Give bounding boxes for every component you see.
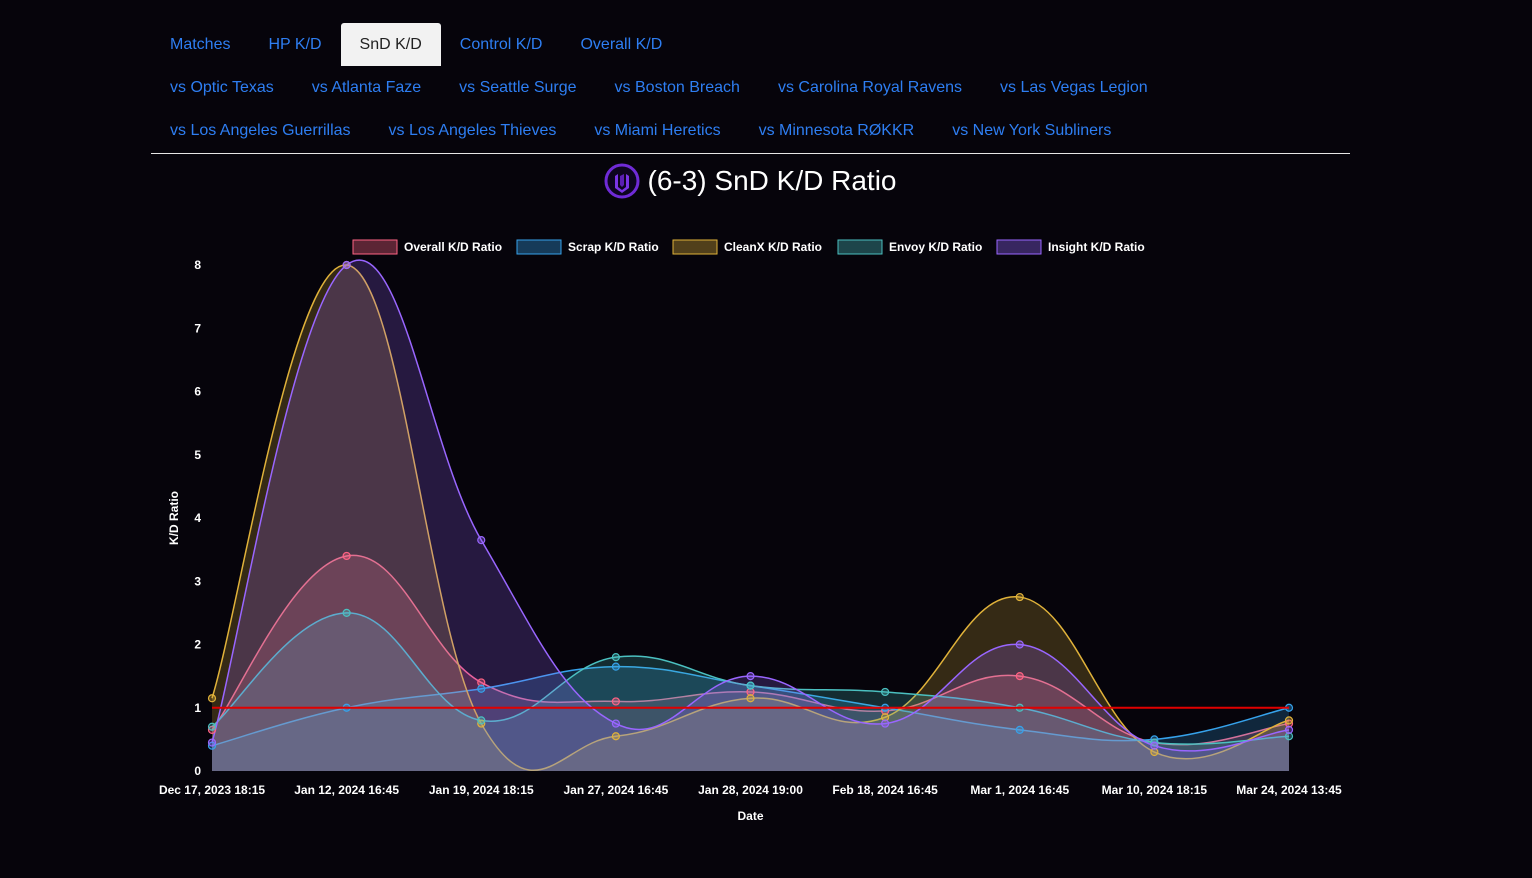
legend-label: Envoy K/D Ratio: [889, 240, 982, 254]
nav-link-overall-k-d[interactable]: Overall K/D: [580, 35, 663, 53]
data-point: [207, 738, 217, 747]
x-tick-label: Jan 12, 2024 16:45: [294, 783, 399, 797]
nav-row-3: vs Los Angeles Guerrillas vs Los Angeles …: [151, 109, 1350, 152]
nav-link-vs-los-angeles-thieves[interactable]: vs Los Angeles Thieves: [388, 121, 557, 139]
data-point: [1284, 725, 1294, 734]
data-point: [611, 719, 620, 728]
nav-link-hp-k-d[interactable]: HP K/D: [268, 35, 322, 53]
data-point: [611, 662, 620, 671]
data-point: [477, 716, 486, 725]
x-axis-title: Date: [737, 809, 763, 823]
series-line: [211, 554, 1290, 746]
legend-label: Overall K/D Ratio: [404, 240, 502, 254]
legend-swatch: [837, 239, 883, 255]
nav-link-vs-los-angeles-guerrillas[interactable]: vs Los Angeles Guerrillas: [170, 121, 351, 139]
nav-link-matches[interactable]: Matches: [170, 35, 231, 53]
page-header: (6-3) SnD K/D Ratio: [0, 163, 1500, 199]
data-point: [477, 684, 486, 693]
team-logo-icon: [604, 163, 640, 199]
data-point: [611, 653, 620, 662]
nav-row-2: vs Optic Texas vs Atlanta Faze vs Seattle …: [151, 66, 1350, 109]
x-tick-label: Mar 1, 2024 16:45: [970, 783, 1069, 797]
data-point: [881, 719, 890, 728]
nav-link-vs-atlanta-faze[interactable]: vs Atlanta Faze: [311, 78, 422, 96]
y-tick-label: 0: [194, 764, 201, 778]
data-point: [477, 536, 486, 545]
data-point: [207, 694, 217, 703]
x-tick-label: Mar 10, 2024 18:15: [1102, 783, 1208, 797]
y-tick-label: 7: [194, 321, 201, 335]
series-area: [212, 612, 1289, 771]
nav-link-vs-miami-heretics[interactable]: vs Miami Heretics: [594, 121, 721, 139]
data-point: [1284, 716, 1294, 725]
data-point: [1150, 747, 1159, 757]
x-tick-label: Jan 28, 2024 19:00: [698, 783, 803, 797]
x-tick-label: Jan 27, 2024 16:45: [564, 783, 669, 797]
data-point: [881, 687, 890, 697]
y-axis-title: K/D Ratio: [167, 491, 181, 545]
legend-swatch: [516, 239, 562, 255]
y-tick-label: 3: [194, 574, 201, 588]
nav-link-vs-carolina-royal-ravens[interactable]: vs Carolina Royal Ravens: [777, 78, 963, 96]
x-tick-label: Feb 18, 2024 16:45: [832, 783, 938, 797]
nav-divider: [151, 153, 1350, 154]
legend-label: Scrap K/D Ratio: [568, 240, 659, 254]
data-point: [611, 732, 620, 741]
data-point: [1015, 640, 1024, 649]
x-tick-label: Jan 19, 2024 18:15: [429, 783, 534, 797]
nav-link-vs-new-york-subliners[interactable]: vs New York Subliners: [952, 121, 1112, 139]
nav-link-vs-boston-breach[interactable]: vs Boston Breach: [614, 78, 740, 96]
series-line: [211, 259, 1290, 752]
nav-link-vs-optic-texas[interactable]: vs Optic Texas: [170, 78, 274, 96]
legend-label: Insight K/D Ratio: [1048, 240, 1145, 254]
data-point: [1150, 741, 1159, 750]
y-tick-label: 1: [194, 701, 201, 715]
data-point: [1015, 672, 1024, 681]
legend-swatch: [996, 239, 1042, 255]
data-point: [746, 694, 755, 703]
data-point: [611, 697, 620, 706]
legend-swatch: [672, 239, 718, 255]
data-point: [746, 672, 755, 681]
data-point: [746, 687, 755, 697]
nav-link-vs-las-vegas-legion[interactable]: vs Las Vegas Legion: [1000, 78, 1148, 96]
navigation: Matches HP K/D SnD K/D Control K/D Overall K…: [151, 23, 1350, 152]
y-tick-label: 4: [194, 511, 201, 525]
data-point: [342, 551, 351, 561]
page-title: (6-3) SnD K/D Ratio: [647, 165, 897, 196]
series-area: [212, 260, 1289, 771]
nav-link-snd-k-d[interactable]: SnD K/D: [340, 23, 441, 66]
nav-row-1: Matches HP K/D SnD K/D Control K/D Overall K…: [151, 23, 1350, 66]
x-tick-label: Dec 17, 2023 18:15: [159, 783, 265, 797]
data-point: [477, 678, 486, 687]
data-point: [1284, 732, 1294, 741]
y-tick-label: 6: [194, 385, 201, 399]
data-point: [342, 608, 351, 617]
x-tick-label: Mar 24, 2024 13:45: [1236, 783, 1342, 797]
series-line: [211, 612, 1290, 745]
data-point: [1015, 725, 1024, 734]
y-tick-label: 8: [194, 258, 201, 272]
y-tick-label: 5: [194, 448, 201, 462]
nav-link-control-k-d[interactable]: Control K/D: [459, 35, 543, 53]
legend-swatch: [352, 239, 398, 255]
y-tick-label: 2: [194, 638, 201, 652]
data-point: [1015, 592, 1024, 602]
nav-link-vs-seattle-surge[interactable]: vs Seattle Surge: [459, 78, 577, 96]
data-point: [881, 713, 890, 722]
data-point: [342, 260, 351, 270]
data-point: [207, 722, 217, 731]
nav-link-vs-minnesota-r-kkr[interactable]: vs Minnesota RØKKR: [758, 121, 915, 139]
data-point: [746, 681, 755, 690]
legend-label: CleanX K/D Ratio: [724, 240, 822, 254]
